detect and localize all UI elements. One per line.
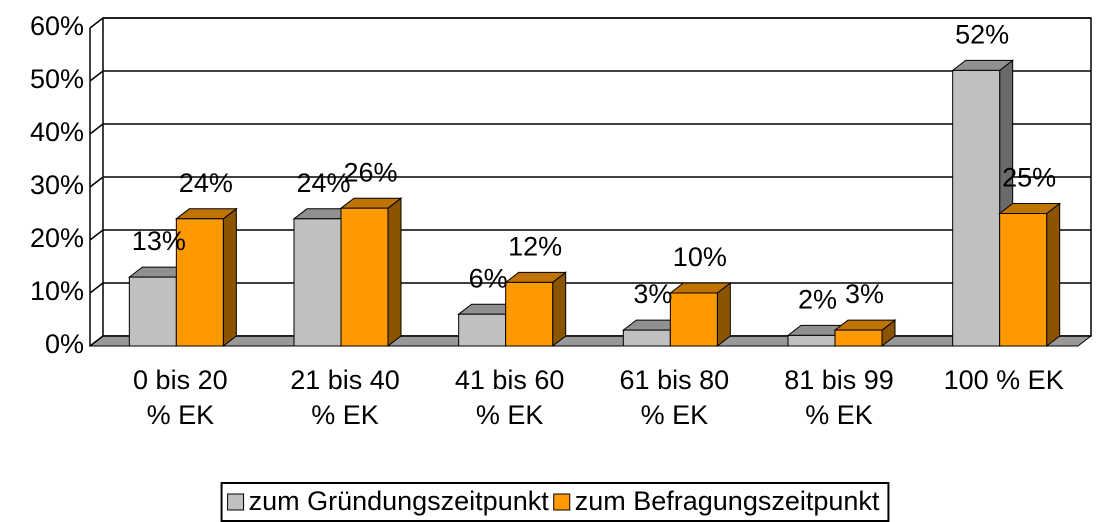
value-label: 24%	[179, 168, 233, 198]
x-tick-label: 41 bis 60% EK	[455, 365, 565, 430]
side-grid-line	[89, 70, 104, 82]
bar	[668, 281, 732, 348]
y-tick-label: 20%	[30, 223, 84, 253]
bar-front	[952, 69, 1001, 347]
bar-front	[834, 329, 883, 347]
bar	[833, 319, 897, 348]
side-grid-line	[89, 17, 104, 29]
bar-front	[458, 313, 507, 347]
x-tick-label: 61 bis 80% EK	[620, 365, 730, 430]
bar	[174, 207, 238, 348]
legend: zum Gründungszeitpunkt zum Befragungszeit…	[220, 482, 890, 522]
x-tick-label: 21 bis 40% EK	[290, 365, 400, 430]
y-tick-label: 40%	[30, 117, 84, 147]
y-tick-label: 60%	[30, 11, 84, 41]
bar-side	[387, 197, 402, 348]
bar-front	[787, 334, 836, 347]
y-tick-label: 30%	[30, 170, 84, 200]
floor	[88, 335, 1093, 347]
bar-side	[552, 271, 567, 348]
x-tick-label: 0 bis 20% EK	[133, 365, 228, 430]
y-tick-label: 0%	[45, 329, 84, 359]
bar	[339, 197, 403, 348]
side-grid-line	[89, 176, 104, 188]
side-grid-line	[89, 282, 104, 294]
y-tick-label: 10%	[30, 276, 84, 306]
side-grid-line	[89, 123, 104, 135]
y-tick-label: 50%	[30, 64, 84, 94]
bar-front	[505, 281, 554, 347]
legend-label: zum Gründungszeitpunkt	[249, 486, 550, 516]
bar	[951, 59, 1015, 348]
value-label: 3%	[633, 279, 672, 309]
bar-side	[1046, 202, 1061, 348]
bar-front	[340, 207, 389, 347]
bar-side	[716, 281, 731, 348]
value-label: 26%	[343, 157, 397, 187]
side-grid-line	[89, 335, 104, 347]
value-label: 12%	[508, 232, 562, 262]
value-label: 3%	[845, 279, 884, 309]
x-tick-label: 100 % EK	[944, 365, 1064, 395]
side-grid-line	[89, 229, 104, 241]
bar	[998, 202, 1062, 348]
legend-swatch	[553, 493, 571, 511]
legend-swatch	[227, 493, 245, 511]
x-tick-label: 81 bis 99% EK	[784, 365, 894, 430]
bar-front	[128, 276, 177, 347]
value-label: 25%	[1002, 163, 1056, 193]
bar-front	[622, 329, 671, 347]
bar-front	[999, 213, 1048, 347]
bar-front	[293, 218, 342, 347]
value-label: 13%	[132, 226, 186, 256]
value-label: 52%	[955, 20, 1009, 50]
bar-side	[222, 207, 237, 348]
value-label: 10%	[673, 242, 727, 272]
value-label: 24%	[296, 168, 350, 198]
bar	[504, 271, 568, 348]
legend-box	[220, 482, 890, 522]
value-label: 2%	[798, 285, 837, 315]
bar-front	[175, 218, 224, 347]
value-label: 6%	[469, 263, 508, 293]
bar-front	[669, 292, 718, 347]
legend-label: zum Befragungszeitpunkt	[575, 486, 880, 516]
